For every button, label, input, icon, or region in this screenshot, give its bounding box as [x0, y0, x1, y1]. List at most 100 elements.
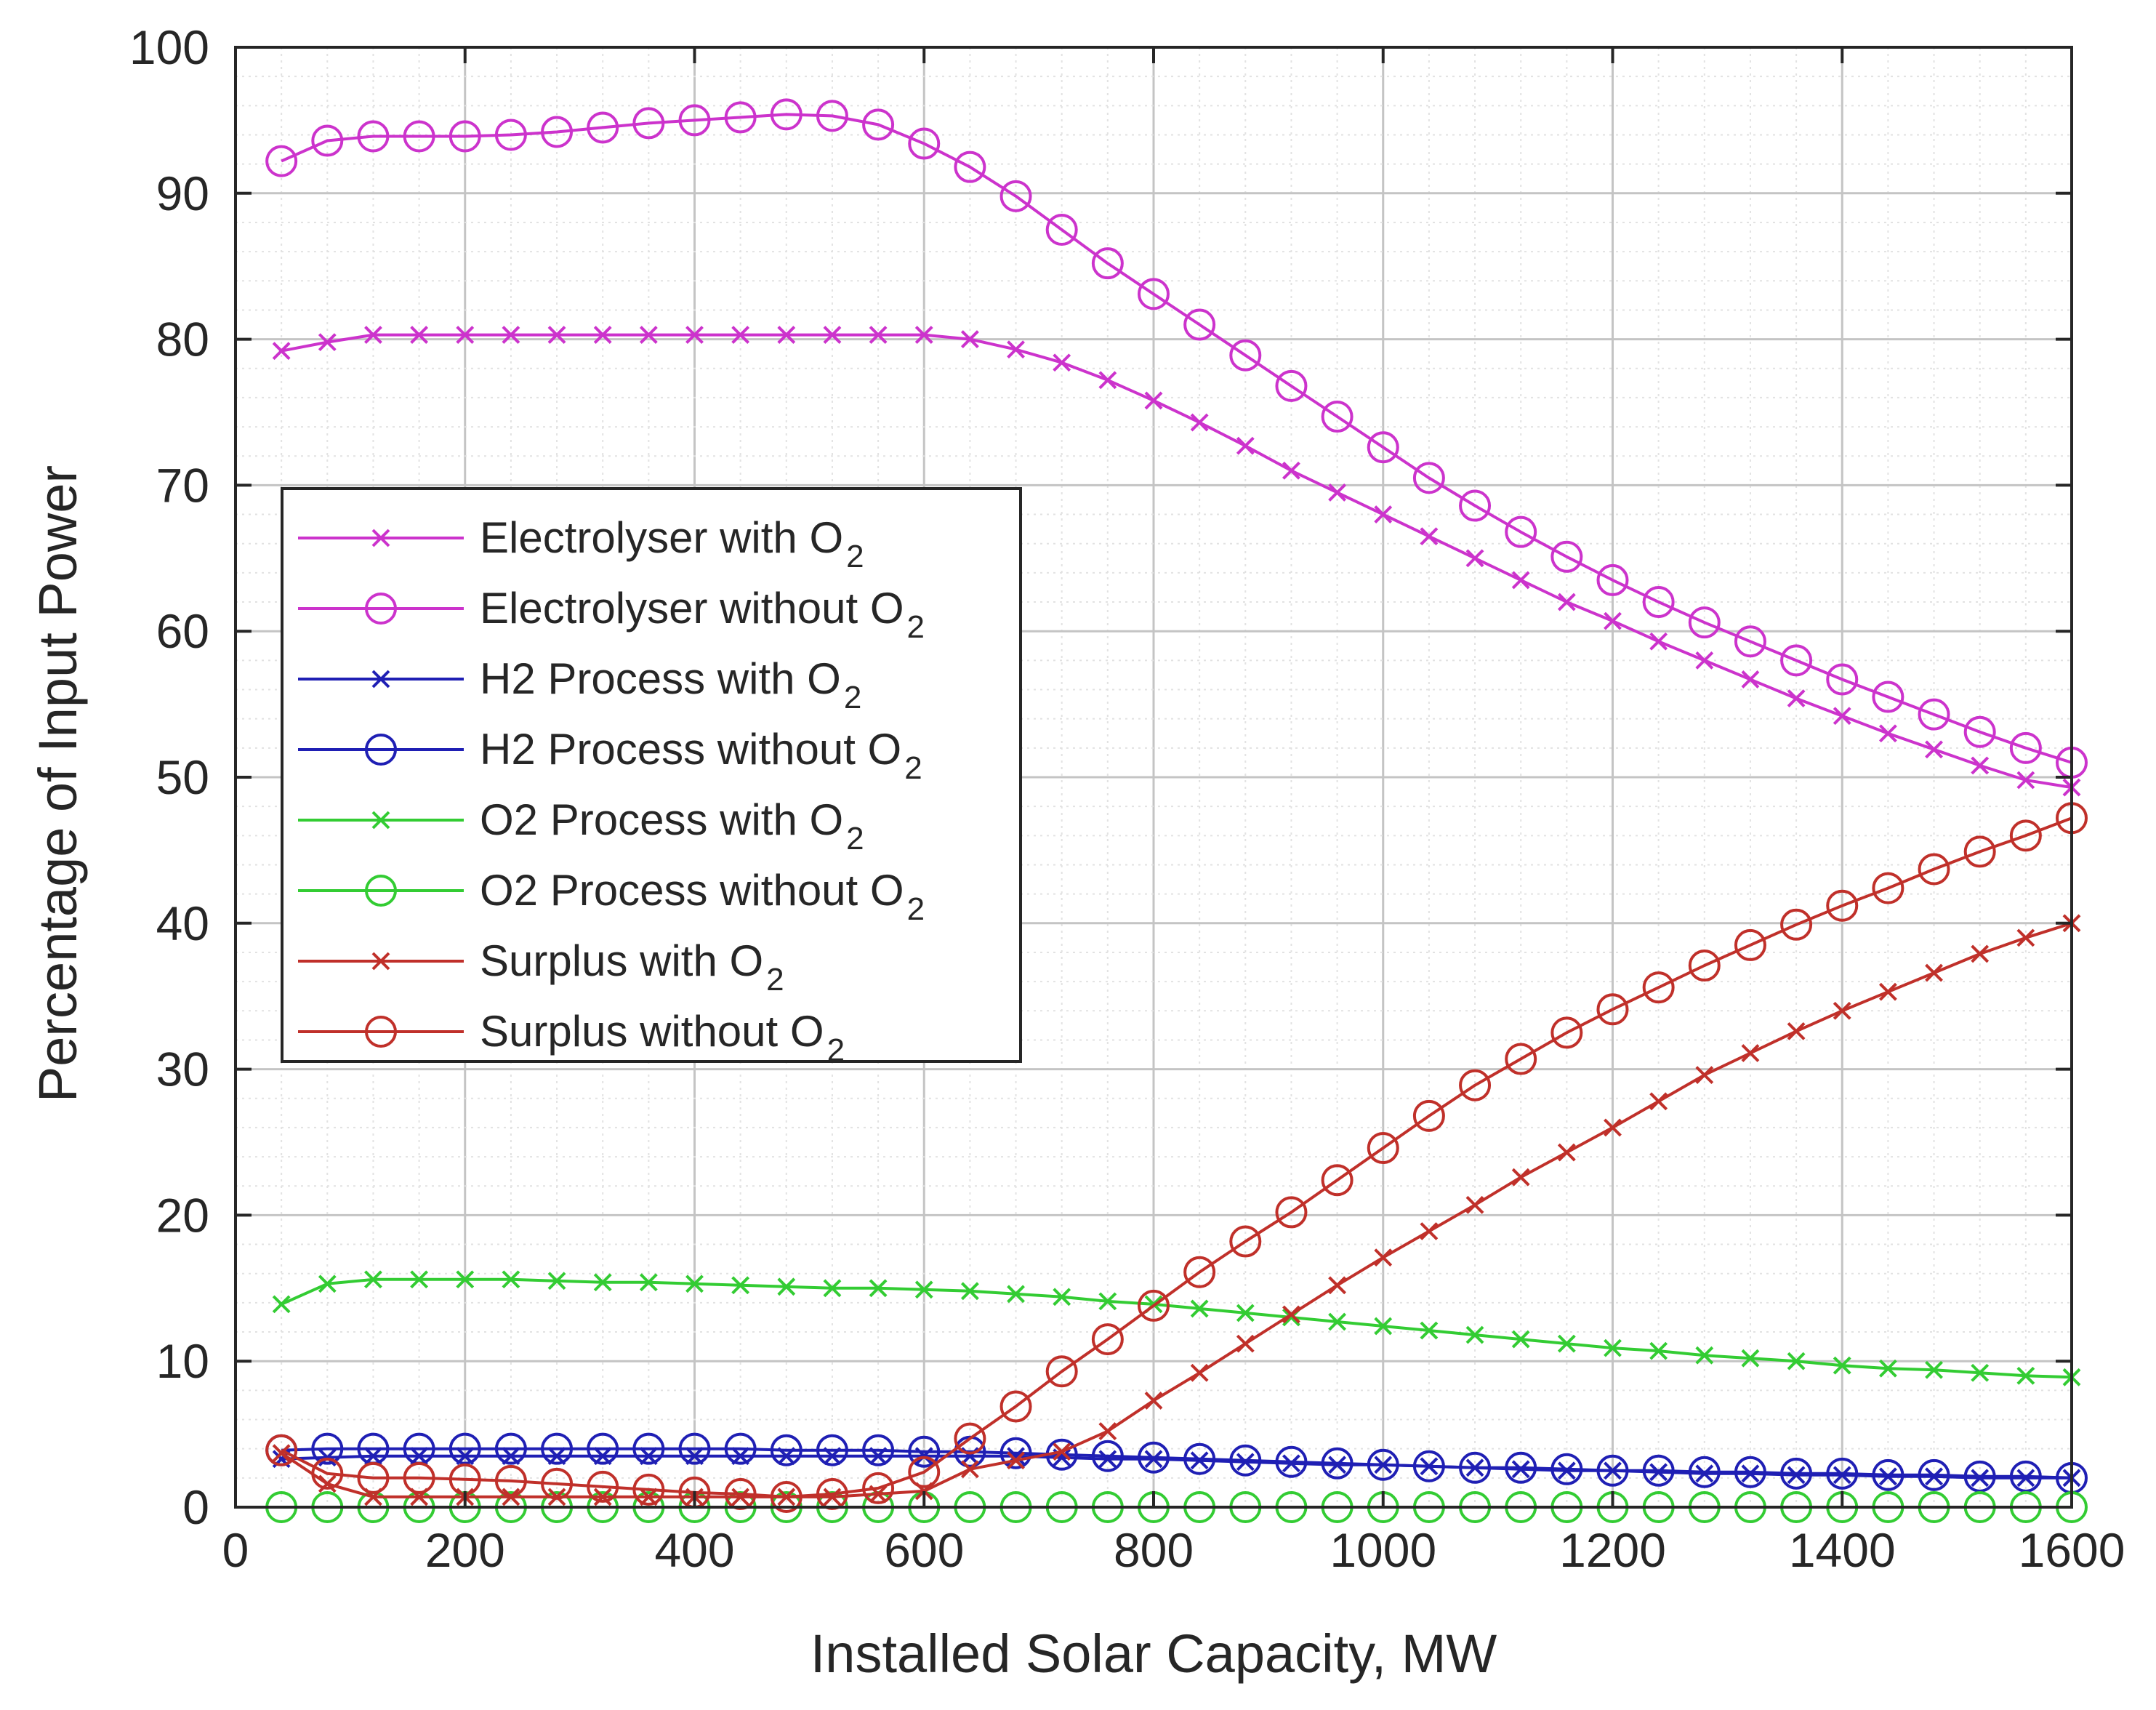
data-point	[1465, 1195, 1484, 1214]
data-point	[999, 1390, 1032, 1423]
data-point	[914, 1280, 933, 1299]
y-tick-label: 30	[156, 1043, 209, 1096]
data-point	[1053, 1442, 1071, 1461]
data-point	[1282, 461, 1300, 480]
data-point	[862, 1472, 895, 1504]
series-line	[281, 113, 2072, 764]
data-point	[1695, 1066, 1714, 1085]
x-tick-label: 800	[1114, 1523, 1194, 1577]
data-point	[1826, 889, 1859, 922]
data-point	[1695, 651, 1714, 670]
data-point	[403, 120, 435, 153]
data-point	[908, 1456, 941, 1488]
data-point	[685, 1275, 704, 1293]
data-point	[587, 1470, 619, 1503]
data-point	[1971, 1469, 1990, 1488]
y-tick-label: 100	[129, 20, 209, 74]
data-point	[1511, 1330, 1530, 1349]
data-point	[1321, 401, 1353, 433]
data-point	[1275, 1445, 1308, 1478]
data-point	[1321, 1447, 1353, 1480]
data-point	[862, 108, 895, 141]
data-point	[502, 1270, 520, 1289]
x-tick-label: 600	[884, 1523, 964, 1577]
data-point	[449, 120, 481, 153]
data-point	[272, 1444, 291, 1463]
data-point	[770, 98, 803, 131]
data-point	[1412, 1450, 1445, 1482]
data-point	[639, 326, 658, 344]
data-point	[403, 1461, 435, 1494]
legend-marker	[365, 734, 397, 766]
data-point	[311, 1457, 344, 1490]
x-axis-title: Installed Solar Capacity, MW	[810, 1623, 1497, 1684]
data-point	[1328, 1312, 1347, 1331]
y-tick-label: 80	[156, 313, 209, 366]
data-point	[1550, 540, 1583, 573]
series-surplus-with-o2	[272, 914, 2081, 1506]
data-point	[914, 326, 933, 344]
legend-label-subscript: 2	[827, 1032, 845, 1068]
data-point	[1465, 549, 1484, 568]
data-point	[1328, 1276, 1347, 1295]
data-point	[908, 1435, 941, 1468]
data-point	[1642, 586, 1675, 619]
data-point	[1557, 593, 1576, 611]
data-point	[1963, 835, 1996, 868]
x-tick-label: 200	[425, 1523, 505, 1577]
data-point	[1925, 1467, 1943, 1486]
data-point	[1007, 340, 1025, 359]
data-point	[1144, 391, 1163, 410]
data-point	[1642, 1454, 1675, 1487]
data-point	[1833, 1466, 1851, 1485]
legend-label: Surplus with O2	[480, 936, 784, 998]
data-point	[541, 1432, 574, 1465]
data-point	[272, 342, 291, 361]
legend-marker	[371, 952, 390, 971]
data-point	[954, 150, 986, 183]
legend-label-text: O2 Process with O	[480, 795, 843, 844]
data-point	[1282, 1305, 1300, 1324]
y-tick-label: 70	[156, 458, 209, 512]
legend-label-subscript: 2	[766, 962, 784, 998]
data-point	[1780, 1457, 1813, 1490]
data-point	[1550, 1016, 1583, 1049]
data-point	[318, 1474, 337, 1493]
axes: 0 200 400 600 800 1000 1200 1400 1600 0 10 20 30 40 50…	[129, 20, 2125, 1577]
data-point	[1190, 1451, 1209, 1470]
data-point	[685, 326, 704, 344]
legend-entry: Surplus with O2	[298, 936, 784, 998]
data-point	[1780, 644, 1813, 677]
data-point	[1787, 689, 1806, 707]
data-point	[960, 1282, 979, 1301]
data-point	[1918, 1458, 1950, 1491]
y-tick-label: 20	[156, 1188, 209, 1242]
data-point	[494, 119, 527, 151]
data-point	[456, 326, 475, 344]
legend-marker	[365, 1016, 397, 1048]
data-point	[1236, 436, 1255, 455]
legend-entry: Surplus without O2	[298, 1007, 845, 1068]
data-point	[1741, 1349, 1760, 1368]
data-point	[1734, 1456, 1766, 1488]
y-tick-label: 0	[182, 1480, 209, 1534]
data-point	[1833, 1001, 1851, 1020]
data-point	[1328, 483, 1347, 502]
data-point	[1275, 1196, 1308, 1229]
data-point	[777, 326, 796, 344]
legend-label: O2 Process with O2	[480, 795, 864, 856]
data-point	[1098, 1450, 1117, 1469]
data-point	[1007, 1285, 1025, 1304]
data-point	[1138, 1289, 1170, 1322]
data-point	[823, 1488, 842, 1506]
data-point	[456, 1270, 475, 1289]
legend-label: O2 Process without O2	[480, 866, 925, 927]
data-point	[1183, 308, 1216, 341]
data-point	[777, 1277, 796, 1296]
data-point	[1741, 1464, 1760, 1483]
data-point	[960, 1460, 979, 1479]
data-point	[1925, 740, 1943, 759]
data-point	[1695, 1346, 1714, 1365]
data-point	[869, 326, 888, 344]
data-point	[494, 1464, 527, 1497]
